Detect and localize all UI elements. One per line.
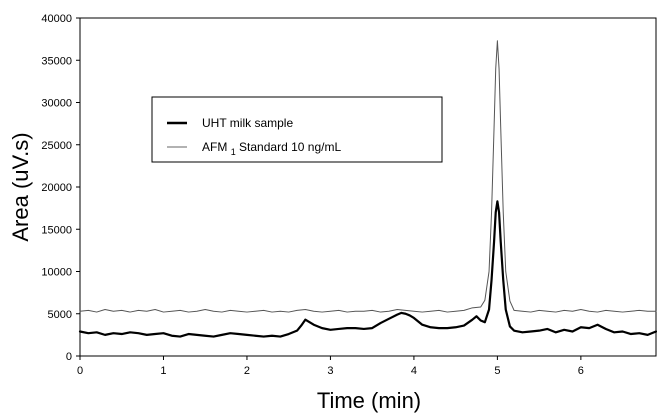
series-layer <box>78 40 657 338</box>
x-tick-label-5: 5 <box>494 365 500 377</box>
x-tick-label-3: 3 <box>327 365 333 377</box>
y-tick-label-8: 40000 <box>41 13 72 25</box>
y-tick-label-1: 5000 <box>48 309 72 321</box>
chart-legend: UHT milk sample AFM 1 Standard 10 ng/mL <box>151 96 443 163</box>
series-line-uht-milk-sample <box>78 200 657 338</box>
legend-label-afm1-main: AFM <box>202 140 227 154</box>
x-tick-label-6: 6 <box>578 365 584 377</box>
x-tick-label-4: 4 <box>411 365 417 377</box>
legend-label-afm1-rest: Standard 10 ng/mL <box>239 140 341 154</box>
y-tick-label-7: 35000 <box>41 55 72 67</box>
x-tick-label-1: 1 <box>160 365 166 377</box>
legend-label-afm1-standard: AFM 1 Standard 10 ng/mL <box>202 140 341 158</box>
y-tick-label-3: 15000 <box>41 224 72 236</box>
x-axis-title: Time (min) <box>317 388 421 413</box>
x-tick-label-2: 2 <box>244 365 250 377</box>
series-line-afm1-standard <box>79 40 657 313</box>
x-tick-label-0: 0 <box>77 365 83 377</box>
legend-box <box>151 96 443 163</box>
legend-label-uht-milk-sample: UHT milk sample <box>202 116 293 130</box>
y-tick-label-5: 25000 <box>41 140 72 152</box>
legend-label-afm1-subscript: 1 <box>231 147 236 157</box>
plot-area <box>79 17 657 357</box>
y-tick-label-6: 30000 <box>41 98 72 110</box>
y-axis-title: Area (uV.s) <box>8 132 33 241</box>
plot-frame <box>79 17 657 357</box>
y-tick-label-2: 10000 <box>41 267 72 279</box>
y-tick-label-0: 0 <box>66 351 72 363</box>
y-tick-label-4: 20000 <box>41 182 72 194</box>
axes: 0 5000 10000 15000 20000 25000 30000 35000 40000… <box>41 13 584 377</box>
